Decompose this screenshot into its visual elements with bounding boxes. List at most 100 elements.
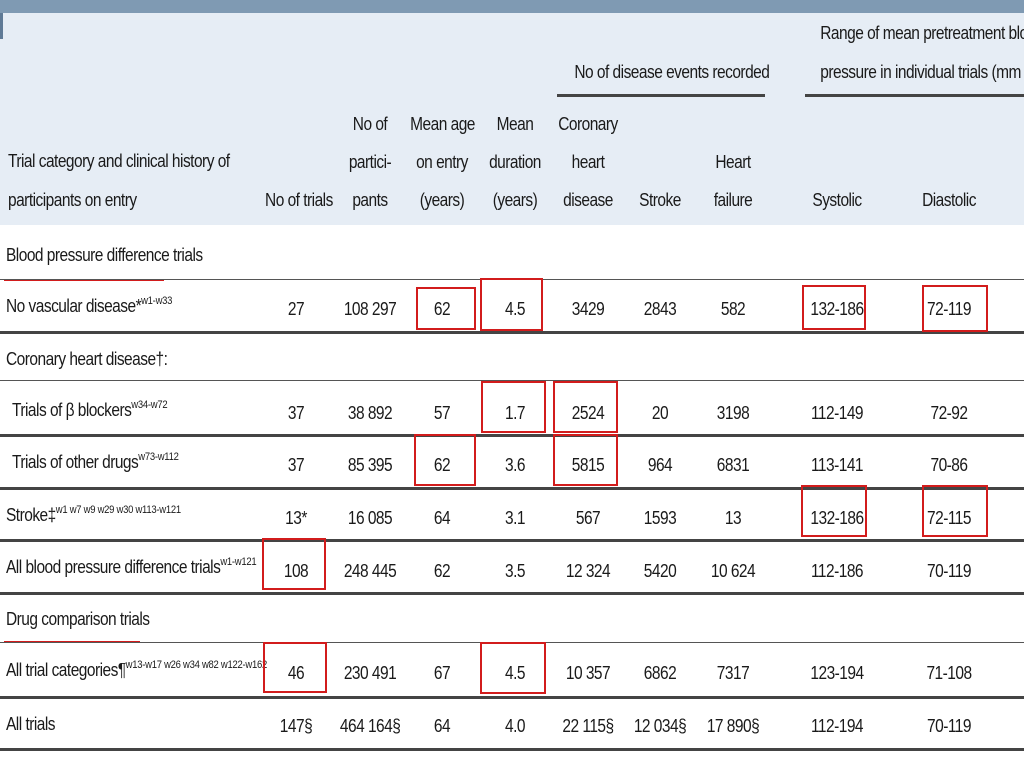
cell-stroke: 5420 (643, 561, 677, 581)
cell-age: 62 (433, 561, 451, 581)
col-header-duration-line1: Mean (496, 114, 534, 134)
range-group-header-line2: pressure in individual trials (mm Hg) (820, 62, 1024, 82)
col-header-chd-line3: disease (563, 190, 613, 210)
row-label-all-trial-categories: All trial categories¶w13-w17 w26 w34 w82… (6, 659, 267, 680)
cell-diastolic: 70-119 (927, 716, 971, 736)
cell-stroke: 20 (651, 403, 669, 423)
events-group-header: No of disease events recorded (574, 62, 770, 82)
cell-chd: 12 324 (565, 561, 611, 581)
row-divider (0, 487, 1024, 490)
cell-trials: 46 (287, 663, 305, 683)
cell-trials: 147§ (279, 716, 313, 736)
cell-trials: 37 (287, 455, 305, 475)
cell-heart-failure: 17 890§ (706, 716, 760, 736)
highlight-box (262, 538, 326, 590)
row-divider (0, 696, 1024, 699)
range-group-header-line1: Range of mean pretreatment blood (820, 23, 1024, 43)
row-label-other-drugs: Trials of other drugsw73-w112 (12, 451, 179, 472)
col-header-hf-line1: Heart (715, 152, 751, 172)
section-coronary-heart-disease: Coronary heart disease†: (6, 349, 168, 369)
row-label-no-vascular-disease: No vascular disease*w1-w33 (6, 295, 173, 316)
col-header-duration-line2: duration (489, 152, 541, 172)
section-drug-comparison: Drug comparison trials (6, 609, 150, 629)
cell-duration: 4.5 (505, 299, 525, 319)
col-header-duration-line3: (years) (492, 190, 538, 210)
highlight-box (801, 485, 867, 537)
cell-participants: 85 395 (347, 455, 393, 475)
cell-participants: 16 085 (347, 508, 393, 528)
cell-stroke: 2843 (643, 299, 677, 319)
cell-chd: 10 357 (565, 663, 611, 683)
row-divider (0, 434, 1024, 437)
cell-trials: 13* (285, 508, 307, 528)
cell-chd: 567 (575, 508, 601, 528)
cell-trials: 27 (287, 299, 305, 319)
col-header-participants-line3: pants (352, 190, 388, 210)
cell-age: 64 (433, 716, 451, 736)
highlight-box (414, 434, 476, 486)
cell-duration: 1.7 (505, 403, 525, 423)
highlight-box (263, 642, 327, 693)
top-bar (0, 0, 1024, 13)
highlight-box (922, 285, 988, 332)
cell-heart-failure: 13 (724, 508, 742, 528)
col-header-category-line2: participants on entry (8, 190, 137, 210)
cell-trials: 108 (283, 561, 309, 581)
cell-systolic: 132-186 (810, 299, 864, 319)
range-group-rule (805, 94, 1024, 97)
highlight-box (416, 287, 476, 330)
row-label-stroke: Stroke‡w1 w7 w9 w29 w30 w113-w121 (6, 504, 181, 525)
cell-duration: 4.5 (505, 663, 525, 683)
col-header-category-line1: Trial category and clinical history of (8, 151, 230, 171)
cell-heart-failure: 10 624 (710, 561, 756, 581)
cell-systolic: 112-194 (810, 716, 864, 736)
cell-diastolic: 72-115 (927, 508, 971, 528)
col-header-stroke: Stroke (639, 190, 681, 210)
col-header-age-line2: on entry (416, 152, 468, 172)
highlight-box (802, 285, 866, 330)
highlight-box (480, 278, 543, 331)
cell-stroke: 6862 (643, 663, 677, 683)
col-header-age-line1: Mean age (410, 114, 475, 134)
highlight-box (553, 381, 618, 433)
cell-age: 67 (433, 663, 451, 683)
table-bottom-rule (0, 748, 1024, 751)
row-label-all-bp-difference: All blood pressure difference trialsw1-w… (6, 556, 257, 577)
row-divider (0, 539, 1024, 542)
col-header-hf-line2: failure (713, 190, 753, 210)
section-bp-difference: Blood pressure difference trials (6, 245, 203, 265)
cell-heart-failure: 6831 (716, 455, 750, 475)
cell-trials: 37 (287, 403, 305, 423)
cell-diastolic: 72-119 (927, 299, 971, 319)
cell-duration: 3.1 (505, 508, 525, 528)
table-header-background (0, 13, 1024, 225)
cell-systolic: 112-149 (810, 403, 864, 423)
cell-heart-failure: 3198 (716, 403, 750, 423)
row-divider (0, 592, 1024, 595)
cell-age: 62 (433, 455, 451, 475)
cell-systolic: 132-186 (810, 508, 864, 528)
cell-diastolic: 71-108 (926, 663, 972, 683)
highlight-box (922, 485, 988, 537)
cell-stroke: 964 (647, 455, 673, 475)
col-header-systolic: Systolic (812, 190, 862, 210)
cell-duration: 3.5 (505, 561, 525, 581)
cell-heart-failure: 582 (720, 299, 746, 319)
cell-diastolic: 70-86 (930, 455, 968, 475)
row-label-all-trials: All trials (6, 714, 56, 734)
cell-systolic: 123-194 (810, 663, 864, 683)
col-header-age-line3: (years) (419, 190, 465, 210)
cell-participants: 108 297 (343, 299, 397, 319)
cell-chd: 3429 (571, 299, 605, 319)
highlight-box (481, 381, 546, 433)
cell-stroke: 12 034§ (633, 716, 687, 736)
cell-participants: 230 491 (343, 663, 397, 683)
cell-chd: 5815 (571, 455, 605, 475)
col-header-participants-line2: partici- (348, 152, 392, 172)
cell-stroke: 1593 (643, 508, 677, 528)
cell-chd: 22 115§ (562, 716, 614, 736)
cell-systolic: 113-141 (810, 455, 864, 475)
cell-systolic: 112-186 (810, 561, 864, 581)
cell-duration: 3.6 (505, 455, 525, 475)
section-bp-difference-underline (4, 279, 164, 281)
